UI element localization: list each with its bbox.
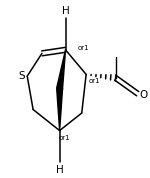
Text: O: O [139,90,147,100]
Polygon shape [57,88,63,131]
Text: H: H [62,6,69,16]
Text: or1: or1 [89,78,101,84]
Text: H: H [56,165,63,175]
Polygon shape [57,50,66,89]
Text: or1: or1 [58,135,70,141]
Text: or1: or1 [77,45,89,51]
Text: S: S [18,71,25,81]
